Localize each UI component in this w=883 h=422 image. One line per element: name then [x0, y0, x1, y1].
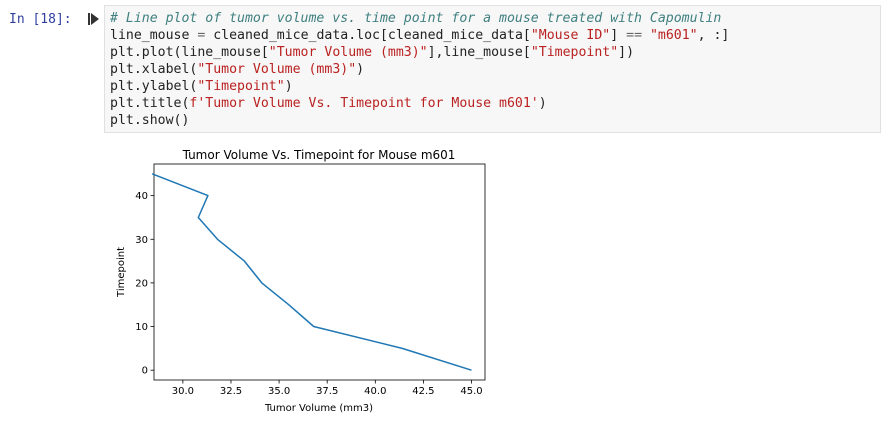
code-cell-editor[interactable]: # Line plot of tumor volume vs. time poi…	[104, 5, 881, 133]
y-tick-label: 10	[135, 322, 148, 333]
x-tick-label: 32.5	[220, 386, 242, 397]
y-axis-label: Timepoint	[116, 247, 127, 298]
x-tick-label: 42.5	[412, 386, 434, 397]
code-token: plt.title(	[110, 96, 190, 111]
code-string: "Mouse ID"	[530, 28, 611, 43]
y-tick-label: 30	[135, 235, 148, 246]
code-token: plt.plot(line_mouse[	[110, 45, 269, 60]
code-token: , :]	[697, 28, 730, 43]
x-tick-label: 40.0	[364, 386, 386, 397]
cell-prompt: In [18]:	[9, 12, 72, 27]
code-token: plt.show()	[110, 113, 190, 128]
chart-title: Tumor Volume Vs. Timepoint for Mouse m60…	[182, 148, 456, 162]
code-token	[642, 28, 650, 43]
code-string: "Timepoint"	[530, 45, 619, 60]
code-token: ],line_mouse[	[427, 45, 531, 60]
code-string: "m601"	[649, 28, 698, 43]
run-cell-icon[interactable]	[88, 12, 100, 26]
x-tick-label: 35.0	[268, 386, 290, 397]
code-token: ])	[618, 45, 635, 60]
code-text: # Line plot of tumor volume vs. time poi…	[110, 10, 729, 129]
code-token: )	[538, 96, 547, 111]
plot-area	[153, 163, 486, 381]
y-tick-label: 0	[142, 366, 148, 377]
x-tick-label: 37.5	[316, 386, 338, 397]
code-operator: =	[197, 28, 206, 43]
code-token: plt.xlabel(	[110, 62, 198, 77]
code-token: ]	[610, 28, 627, 43]
line-chart: Tumor Volume Vs. Timepoint for Mouse m60…	[116, 148, 486, 414]
code-operator: ==	[626, 28, 643, 43]
code-string: "Tumor Volume (mm3)"	[197, 62, 357, 77]
y-axis: 0 10 20 30 40	[135, 191, 154, 377]
code-token: plt.ylabel(	[110, 79, 198, 94]
x-tick-label: 45.0	[460, 386, 482, 397]
code-token: cleaned_mice_data.loc[cleaned_mice_data[	[205, 28, 531, 43]
x-tick-label: 30.0	[172, 386, 194, 397]
code-comment: # Line plot of tumor volume vs. time poi…	[110, 11, 722, 26]
series-line	[151, 173, 472, 371]
code-string: f'Tumor Volume Vs. Timepoint for Mouse m…	[189, 96, 539, 111]
y-tick-label: 40	[135, 191, 148, 202]
code-token: line_mouse	[110, 28, 198, 43]
x-axis-label: Tumor Volume (mm3)	[264, 403, 373, 414]
cell-output: Tumor Volume Vs. Timepoint for Mouse m60…	[104, 140, 504, 422]
code-string: "Timepoint"	[197, 79, 285, 94]
y-tick-label: 20	[135, 278, 148, 289]
code-token: )	[284, 79, 293, 94]
x-axis: 30.0 32.5 35.0 37.5 40.0 42.5 45.0	[172, 380, 483, 397]
code-string: "Tumor Volume (mm3)"	[268, 45, 428, 60]
code-token: )	[356, 62, 365, 77]
